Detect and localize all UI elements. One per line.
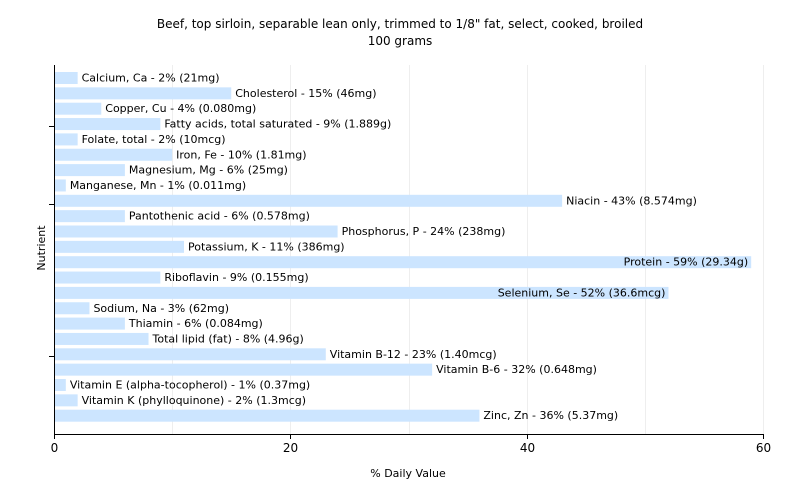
bar — [55, 102, 102, 115]
data-label: Total lipid (fat) - 8% (4.96g) — [152, 332, 304, 345]
data-label: Riboflavin - 9% (0.155mg) — [164, 271, 308, 284]
data-label: Cholesterol - 15% (46mg) — [235, 87, 376, 100]
data-label: Niacin - 43% (8.574mg) — [566, 194, 697, 207]
data-label: Magnesium, Mg - 6% (25mg) — [129, 164, 288, 177]
bar — [55, 271, 161, 284]
bar — [55, 409, 480, 422]
bar — [55, 379, 66, 391]
data-label: Vitamin E (alpha-tocopherol) - 1% (0.37m… — [70, 379, 310, 392]
bar — [55, 225, 338, 238]
chart-subtitle: 100 grams — [368, 34, 433, 48]
data-label: Vitamin B-6 - 32% (0.648mg) — [436, 363, 597, 376]
data-label: Selenium, Se - 52% (36.6mcg) — [498, 286, 666, 299]
x-axis-label: % Daily Value — [370, 467, 446, 480]
axes: 0 20 40 60 — [49, 65, 771, 455]
bar — [55, 332, 149, 345]
x-tick-label: 0 — [51, 441, 59, 455]
bar — [55, 302, 90, 315]
data-label: Phosphorus, P - 24% (238mg) — [342, 225, 506, 238]
bar — [55, 72, 78, 84]
data-label: Potassium, K - 11% (386mg) — [188, 240, 345, 253]
bar — [55, 179, 66, 192]
data-label: Thiamin - 6% (0.084mg) — [128, 317, 263, 330]
bar — [55, 194, 563, 207]
bar — [55, 240, 184, 253]
bar — [55, 164, 125, 177]
bar — [55, 118, 161, 131]
bar — [55, 348, 326, 361]
bar — [55, 394, 78, 407]
x-tick-label: 60 — [756, 441, 771, 455]
bar — [55, 148, 173, 161]
data-label: Pantothenic acid - 6% (0.578mg) — [129, 210, 310, 223]
data-label: Folate, total - 2% (10mcg) — [82, 133, 226, 146]
data-label: Calcium, Ca - 2% (21mg) — [82, 72, 220, 85]
bar — [55, 286, 669, 299]
bar — [55, 317, 125, 330]
gridlines — [54, 65, 764, 434]
data-label: Copper, Cu - 4% (0.080mg) — [105, 102, 256, 115]
data-label: Vitamin B-12 - 23% (1.40mcg) — [330, 348, 497, 361]
bar — [55, 363, 433, 376]
data-label: Protein - 59% (29.34g) — [624, 256, 749, 269]
bar — [55, 133, 78, 146]
data-label: Fatty acids, total saturated - 9% (1.889… — [164, 118, 391, 131]
bar — [55, 210, 125, 223]
bar — [55, 256, 752, 269]
chart-title: Beef, top sirloin, separable lean only, … — [157, 17, 643, 31]
data-label: Sodium, Na - 3% (62mg) — [93, 302, 229, 315]
data-label: Zinc, Zn - 36% (5.37mg) — [483, 409, 618, 422]
x-tick-label: 20 — [283, 441, 298, 455]
bar — [55, 87, 232, 100]
bars: Calcium, Ca - 2% (21mg) Cholesterol - 15%… — [55, 72, 752, 422]
data-label: Vitamin K (phylloquinone) - 2% (1.3mcg) — [82, 394, 306, 407]
x-tick-label: 40 — [520, 441, 535, 455]
data-label: Iron, Fe - 10% (1.81mg) — [176, 148, 306, 161]
data-label: Manganese, Mn - 1% (0.011mg) — [70, 179, 246, 192]
y-axis-label: Nutrient — [35, 225, 48, 271]
